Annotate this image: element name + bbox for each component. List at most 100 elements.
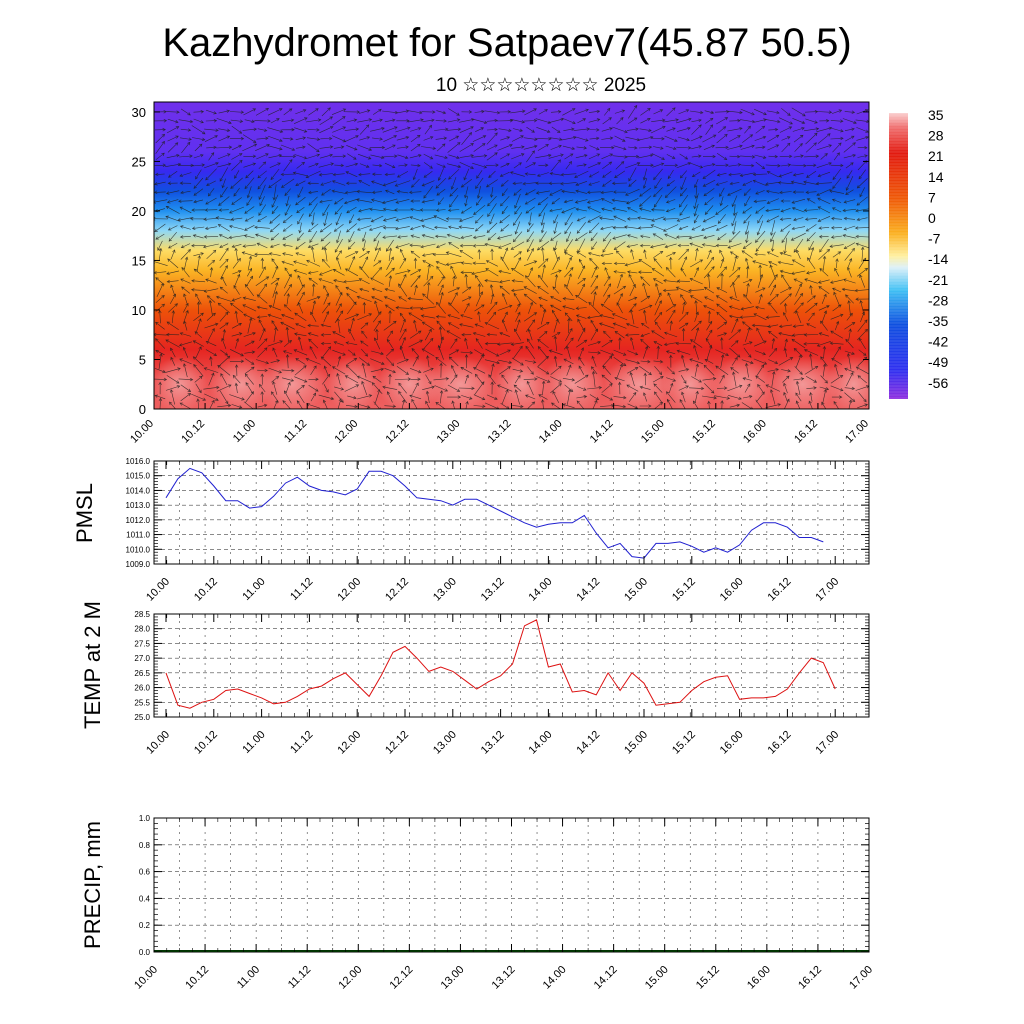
- colorbar-label: -56: [928, 375, 948, 391]
- colorbar-label: -21: [928, 272, 948, 288]
- x-tick-label: 17.00: [847, 964, 875, 992]
- y-tick-label: 27.0: [134, 654, 150, 663]
- precip-panel: 0.00.20.40.60.81.0 10.00 10.12 11.00 11.12 1…: [80, 814, 875, 992]
- heat-blob: [377, 356, 442, 409]
- section-y-tick-label: 30: [132, 105, 146, 120]
- x-tick-label: 17.00: [813, 729, 841, 757]
- colorbar-label: -49: [928, 354, 948, 370]
- x-tick-label: 10.12: [179, 418, 207, 446]
- x-tick-label: 11.12: [282, 418, 309, 445]
- x-tick-label: 16.00: [741, 418, 769, 446]
- x-tick-label: 14.12: [588, 418, 616, 446]
- precip-axis-label: PRECIP, mm: [80, 821, 105, 949]
- y-tick-label: 28.0: [134, 625, 150, 634]
- x-tick-label: 14.12: [574, 729, 602, 757]
- x-tick-label: 12.00: [335, 576, 363, 604]
- x-tick-label: 13.12: [479, 729, 507, 757]
- section-y-tick-label: 5: [139, 352, 146, 367]
- temp-y-axis: 25.0 25.5 26.0 26.5 27.0 27.5 28.0 28.5: [134, 610, 869, 722]
- x-tick-label: 11.12: [288, 729, 315, 756]
- section-y-tick-label: 10: [132, 303, 146, 318]
- y-tick-label: 1010.0: [126, 545, 151, 554]
- colorbar-labels: 35 28 21 14 7 0 -7 -14 -21 -28 -35 -42 -49 -56: [928, 107, 948, 391]
- heat-blob: [662, 356, 719, 409]
- y-tick-label: 1011.0: [126, 531, 150, 540]
- y-tick-label: 0.6: [139, 868, 151, 877]
- x-tick-label: 15.00: [643, 964, 671, 992]
- section-y-tick-label: 20: [132, 204, 146, 219]
- temp-grid: [154, 614, 869, 717]
- y-tick-label: 1015.0: [126, 472, 151, 481]
- temp-axis-label: TEMP at 2 M: [80, 601, 105, 729]
- colorbar-label: 0: [928, 210, 936, 226]
- y-tick-label: 1009.0: [126, 560, 151, 569]
- x-tick-label: 17.00: [813, 576, 841, 604]
- x-tick-label: 13.00: [431, 729, 459, 757]
- x-tick-label: 11.00: [231, 418, 258, 445]
- y-tick-label: 26.5: [134, 669, 150, 678]
- heat-blob: [208, 356, 273, 409]
- precip-grid: [154, 818, 869, 952]
- colorbar-label: -28: [928, 292, 948, 308]
- colorbar-label: -7: [928, 231, 941, 247]
- x-tick-label: 12.00: [335, 729, 363, 757]
- heat-blob: [255, 356, 328, 409]
- x-tick-label: 15.00: [622, 729, 650, 757]
- y-tick-label: 1012.0: [126, 516, 151, 525]
- y-tick-label: 28.5: [134, 610, 150, 619]
- y-tick-label: 27.5: [134, 639, 150, 648]
- x-tick-label: 16.12: [766, 729, 794, 757]
- colorbar-label: 14: [928, 169, 944, 185]
- colorbar-label: -35: [928, 313, 948, 329]
- x-tick-label: 16.00: [718, 576, 746, 604]
- pmsl-x-axis: 10.00 10.12 11.00 11.12 12.00 12.12 13.00 13.12…: [144, 461, 870, 604]
- x-tick-label: 10.00: [144, 729, 172, 757]
- heat-blob: [424, 356, 497, 409]
- pmsl-y-axis: 1009.0 1010.0 1011.0 1012.0 1013.0 1014.0 1015…: [126, 457, 869, 569]
- x-tick-label: 10.12: [192, 576, 220, 604]
- x-tick-label: 15.12: [670, 576, 698, 604]
- heat-blob: [493, 356, 550, 409]
- x-tick-label: 15.00: [639, 418, 667, 446]
- section-y-tick-label: 15: [132, 253, 146, 268]
- x-tick-label: 13.12: [479, 576, 507, 604]
- x-tick-label: 16.12: [796, 964, 824, 992]
- heat-blob: [709, 356, 774, 409]
- y-tick-label: 1.0: [139, 814, 151, 823]
- pmsl-panel: 1009.0 1010.0 1011.0 1012.0 1013.0 1014.0 1015…: [72, 457, 870, 604]
- pmsl-grid: [154, 461, 869, 564]
- x-tick-label: 13.00: [435, 418, 463, 446]
- x-tick-label: 17.00: [843, 418, 871, 446]
- y-tick-label: 0.2: [139, 921, 151, 930]
- x-tick-label: 11.00: [240, 576, 267, 603]
- section-y-tick-label: 0: [139, 402, 146, 417]
- section-panel: 0 5 10 15 20 25 30 10.00 10.12 11.00 11.12 12.00 12…: [128, 101, 871, 446]
- x-tick-label: 14.00: [541, 964, 569, 992]
- heat-blob: [154, 356, 208, 409]
- pmsl-line: [165, 467, 824, 559]
- colorbar-label: 35: [928, 107, 944, 123]
- x-tick-label: 11.00: [240, 729, 267, 756]
- pmsl-axis-label: PMSL: [72, 483, 97, 543]
- x-tick-label: 14.00: [527, 576, 555, 604]
- x-tick-label: 11.12: [288, 576, 315, 603]
- y-tick-label: 0.8: [139, 841, 151, 850]
- colorbar-label: -42: [928, 334, 948, 350]
- colorbar-ramp: [889, 113, 908, 399]
- heat-blob: [766, 356, 839, 409]
- page-title: Kazhydromet for Satpaev7(45.87 50.5): [162, 21, 851, 65]
- y-tick-label: 1014.0: [126, 486, 151, 495]
- x-tick-label: 10.00: [128, 418, 156, 446]
- x-tick-label: 12.00: [336, 964, 364, 992]
- x-tick-label: 14.12: [574, 576, 602, 604]
- temp-line: [165, 619, 836, 709]
- x-tick-label: 13.12: [490, 964, 518, 992]
- x-tick-label: 12.12: [383, 729, 411, 757]
- page-subtitle: 10 ☆☆☆☆☆☆☆☆ 2025: [436, 75, 646, 96]
- x-tick-label: 11.00: [235, 964, 262, 991]
- x-tick-label: 16.00: [718, 729, 746, 757]
- precip-y-axis: 0.0 0.2 0.4 0.6 0.8 1.0: [139, 814, 869, 957]
- colorbar-bands: [889, 112, 908, 399]
- x-tick-label: 14.12: [592, 964, 620, 992]
